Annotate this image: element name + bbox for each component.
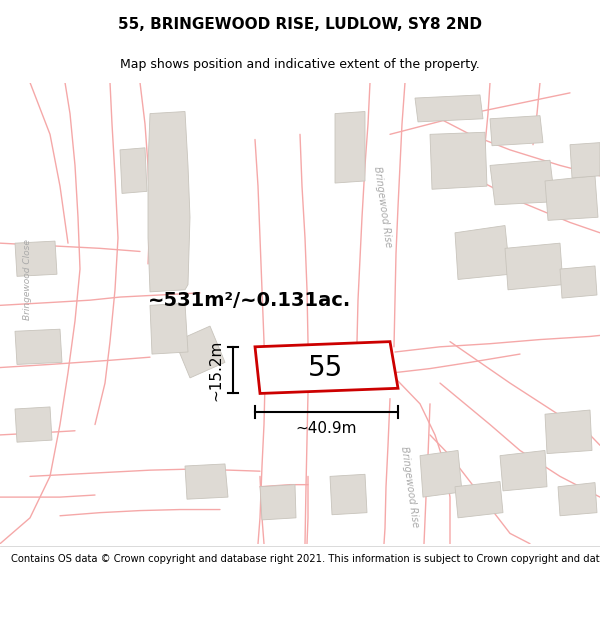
Polygon shape — [500, 451, 547, 491]
Text: Bringewood Rise: Bringewood Rise — [373, 166, 394, 248]
Text: Bringewood Close: Bringewood Close — [23, 239, 32, 320]
Polygon shape — [545, 410, 592, 454]
Text: Bringewood Rise: Bringewood Rise — [400, 446, 421, 528]
Polygon shape — [455, 481, 503, 518]
Polygon shape — [148, 111, 190, 292]
Text: ~40.9m: ~40.9m — [296, 421, 357, 436]
Polygon shape — [545, 176, 598, 221]
Polygon shape — [150, 303, 188, 354]
Polygon shape — [330, 474, 367, 515]
Text: 55: 55 — [308, 354, 343, 381]
Polygon shape — [15, 407, 52, 442]
Polygon shape — [558, 482, 597, 516]
Text: ~15.2m: ~15.2m — [208, 339, 223, 401]
Text: 55, BRINGEWOOD RISE, LUDLOW, SY8 2ND: 55, BRINGEWOOD RISE, LUDLOW, SY8 2ND — [118, 18, 482, 32]
Polygon shape — [415, 95, 483, 122]
Polygon shape — [15, 329, 62, 364]
Polygon shape — [420, 451, 462, 497]
Polygon shape — [335, 111, 365, 183]
Polygon shape — [185, 464, 228, 499]
Polygon shape — [430, 132, 487, 189]
Polygon shape — [255, 342, 398, 394]
Polygon shape — [120, 148, 147, 193]
Polygon shape — [260, 484, 296, 520]
Polygon shape — [570, 142, 600, 178]
Text: ~531m²/~0.131ac.: ~531m²/~0.131ac. — [148, 291, 352, 309]
Polygon shape — [505, 243, 563, 290]
Text: Map shows position and indicative extent of the property.: Map shows position and indicative extent… — [120, 58, 480, 71]
Polygon shape — [490, 160, 555, 205]
Polygon shape — [490, 116, 543, 146]
Polygon shape — [455, 226, 510, 279]
Text: Contains OS data © Crown copyright and database right 2021. This information is : Contains OS data © Crown copyright and d… — [11, 554, 600, 564]
Polygon shape — [15, 241, 57, 276]
Polygon shape — [560, 266, 597, 298]
Polygon shape — [175, 326, 225, 378]
